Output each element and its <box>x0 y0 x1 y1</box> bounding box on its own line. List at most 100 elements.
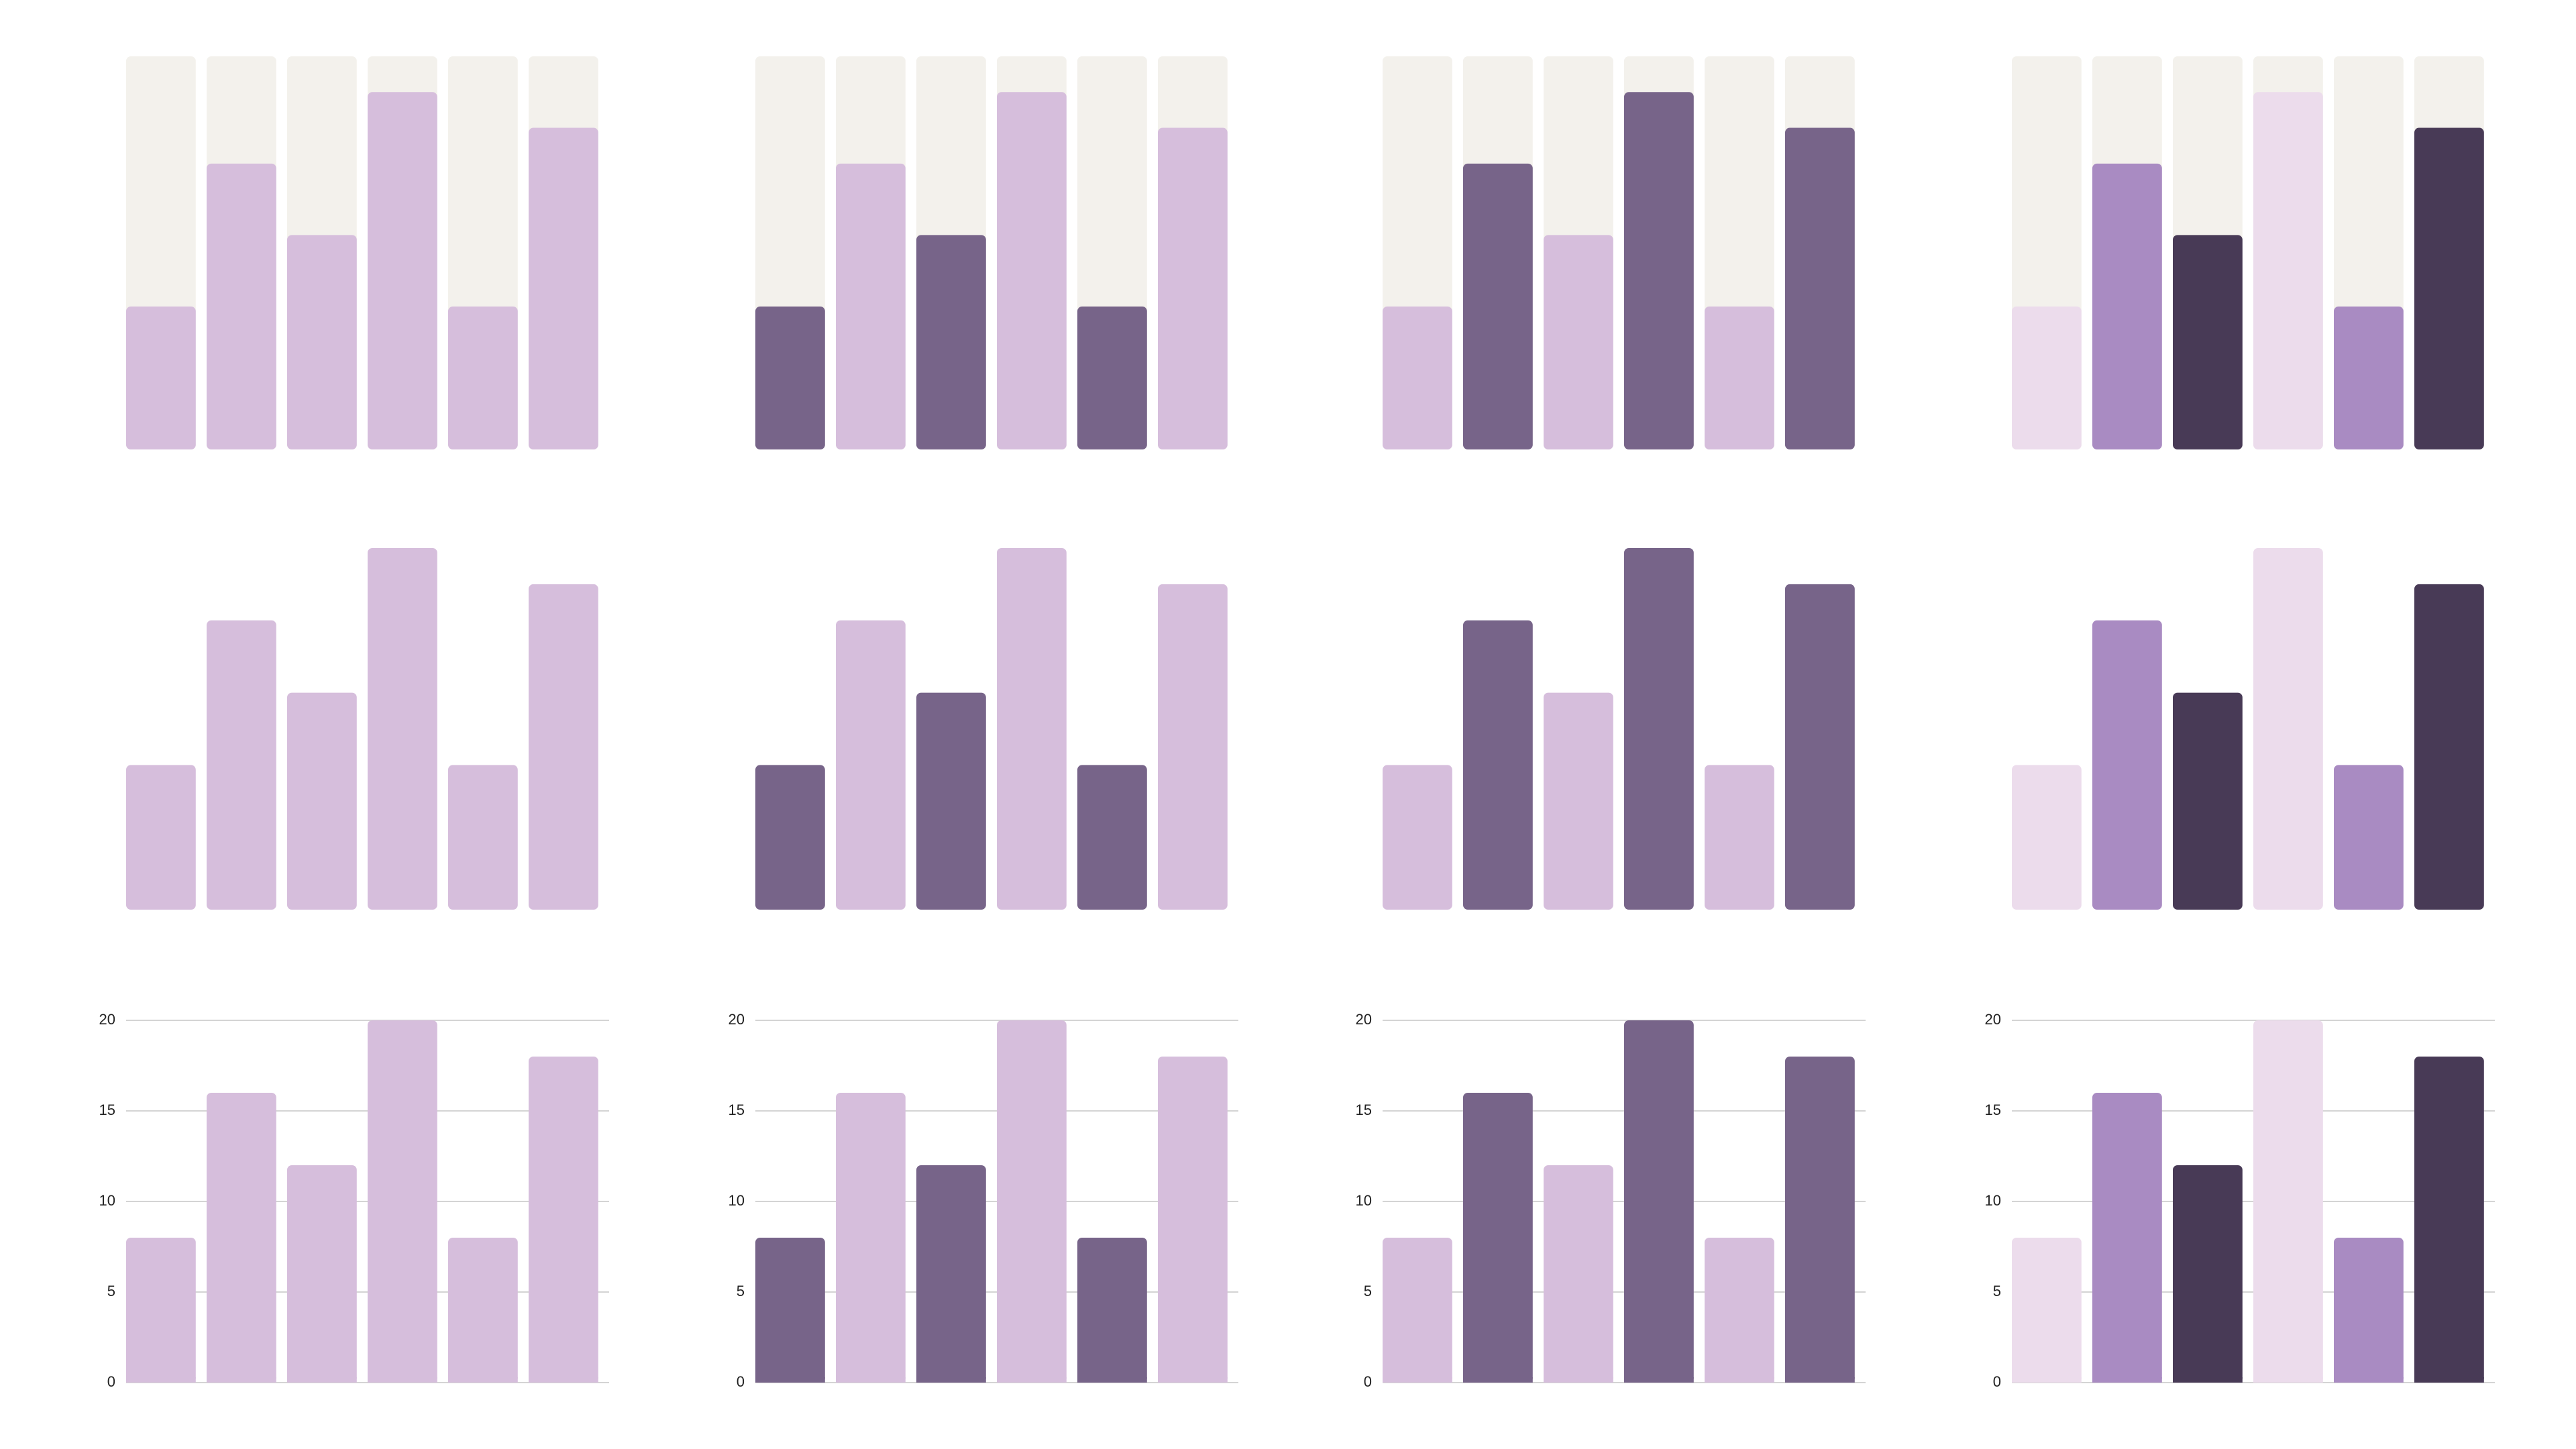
bar <box>836 1093 906 1383</box>
bar-base <box>2012 1377 2082 1383</box>
bar <box>2173 1165 2243 1383</box>
bar <box>2334 765 2404 910</box>
bar <box>2414 584 2484 910</box>
bar <box>1463 1093 1533 1383</box>
bar <box>1077 765 1147 910</box>
bar <box>916 1165 986 1383</box>
bar-base <box>529 1377 598 1383</box>
bar-base <box>368 1377 437 1383</box>
bar <box>448 765 518 910</box>
bar <box>997 1020 1067 1383</box>
bar <box>916 235 986 449</box>
y-tick-label: 15 <box>99 1102 115 1118</box>
bar <box>529 584 598 910</box>
bar <box>2012 765 2082 910</box>
y-tick-label: 5 <box>1364 1283 1372 1299</box>
bar <box>2012 1238 2082 1383</box>
y-tick-label: 20 <box>99 1011 115 1028</box>
bar <box>529 127 598 449</box>
bar-base <box>916 1377 986 1383</box>
bar <box>1383 765 1452 910</box>
bar <box>1624 92 1694 450</box>
bar <box>2173 692 2243 910</box>
bar-base <box>755 1377 825 1383</box>
bar-base <box>207 1377 276 1383</box>
bar <box>2253 92 2323 450</box>
bar <box>1705 765 1774 910</box>
bar <box>1705 306 1774 449</box>
bar <box>1158 1057 1228 1383</box>
bar <box>997 548 1067 910</box>
bar <box>997 92 1067 450</box>
bar <box>207 620 276 910</box>
bar <box>755 1238 825 1383</box>
bar <box>368 1020 437 1383</box>
y-tick-label: 0 <box>737 1373 745 1390</box>
bar <box>916 692 986 910</box>
bar <box>1785 1057 1855 1383</box>
bar <box>368 92 437 450</box>
bar-base <box>1463 1377 1533 1383</box>
bar <box>2092 620 2162 910</box>
bar <box>1383 306 1452 449</box>
bar-base <box>448 1377 518 1383</box>
bar <box>2012 306 2082 449</box>
bar-base <box>126 1377 196 1383</box>
y-tick-label: 15 <box>729 1102 745 1118</box>
bar <box>126 765 196 910</box>
bar <box>287 1165 357 1383</box>
y-tick-label: 10 <box>1985 1192 2001 1209</box>
bar <box>1705 1238 1774 1383</box>
bar <box>1785 584 1855 910</box>
bar-base <box>1624 1377 1694 1383</box>
y-tick-label: 10 <box>1356 1192 1372 1209</box>
bar <box>207 1093 276 1383</box>
bar <box>1785 127 1855 449</box>
bar <box>1544 692 1613 910</box>
bar <box>755 765 825 910</box>
bar <box>287 235 357 449</box>
bar <box>448 306 518 449</box>
bar <box>126 1238 196 1383</box>
bar <box>1077 1238 1147 1383</box>
bar <box>836 620 906 910</box>
y-tick-label: 15 <box>1356 1102 1372 1118</box>
bar <box>2334 306 2404 449</box>
bar-base <box>2414 1377 2484 1383</box>
y-tick-label: 20 <box>729 1011 745 1028</box>
bar <box>2092 163 2162 449</box>
bar <box>1077 306 1147 449</box>
y-tick-label: 10 <box>729 1192 745 1209</box>
bar <box>2253 1020 2323 1383</box>
bar-base <box>2334 1377 2404 1383</box>
bar <box>2253 548 2323 910</box>
bar <box>1158 584 1228 910</box>
bar <box>1624 1020 1694 1383</box>
y-tick-label: 5 <box>1993 1283 2001 1299</box>
bar <box>1544 1165 1613 1383</box>
bar-base <box>1383 1377 1452 1383</box>
bar <box>1383 1238 1452 1383</box>
bar <box>2334 1238 2404 1383</box>
y-tick-label: 0 <box>107 1373 115 1390</box>
bar <box>448 1238 518 1383</box>
bar-base <box>2092 1377 2162 1383</box>
bar <box>836 163 906 449</box>
bar <box>2092 1093 2162 1383</box>
y-tick-label: 0 <box>1993 1373 2001 1390</box>
bar <box>1158 127 1228 449</box>
bar-base <box>1077 1377 1147 1383</box>
bar <box>126 306 196 449</box>
y-tick-label: 0 <box>1364 1373 1372 1390</box>
y-tick-label: 20 <box>1356 1011 1372 1028</box>
y-tick-label: 5 <box>107 1283 115 1299</box>
bar-base <box>1158 1377 1228 1383</box>
bar <box>755 306 825 449</box>
y-tick-label: 15 <box>1985 1102 2001 1118</box>
bar-base <box>287 1377 357 1383</box>
bar <box>1544 235 1613 449</box>
bar-base <box>2253 1377 2323 1383</box>
bar-base <box>1705 1377 1774 1383</box>
bar-base <box>1785 1377 1855 1383</box>
